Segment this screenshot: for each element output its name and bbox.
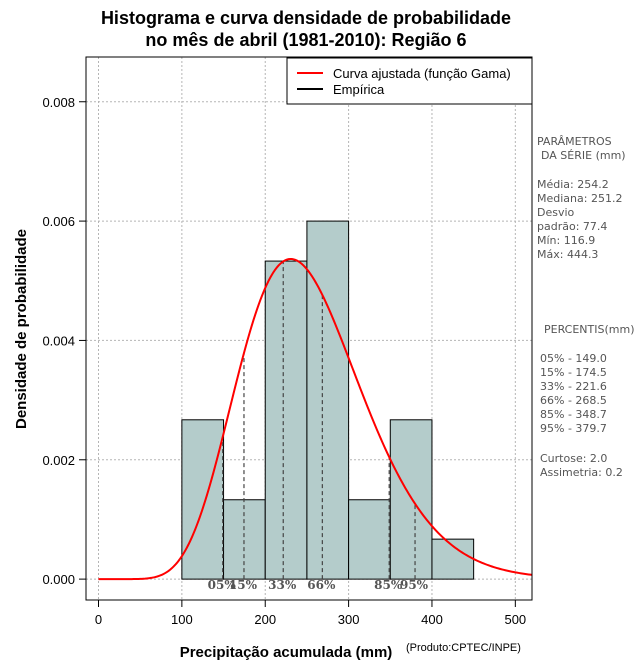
percentile-label: 15% <box>229 578 258 592</box>
stat-max: Máx: 444.3 <box>537 248 598 261</box>
percentile-label: 95% <box>400 578 429 592</box>
legend-empirical-label: Empírica <box>333 82 385 97</box>
percentile-label: 66% <box>307 578 336 592</box>
chart-title-line-2: no mês de abril (1981-2010): Região 6 <box>145 30 466 50</box>
product-credit: (Produto:CPTEC/INPE) <box>406 642 521 654</box>
x-axis: 0 100 200 300 400 500 <box>95 599 526 627</box>
y-tick-label: 0.002 <box>42 453 75 468</box>
x-tick-label: 100 <box>171 612 193 627</box>
percentile-labels: 05%15% 33% 66% 85%95% <box>208 578 429 592</box>
percentile-label: 85% <box>374 578 403 592</box>
percentil-33: 33% - 221.6 <box>540 380 607 393</box>
stat-median: Mediana: 251.2 <box>537 192 622 205</box>
x-tick-label: 0 <box>95 612 102 627</box>
histogram-bar <box>181 419 225 580</box>
percentis-title: PERCENTIS(mm) <box>544 323 635 336</box>
y-axis-title: Densidade de probabilidade <box>13 229 30 429</box>
stats-panel: PARÂMETROS DA SÉRIE (mm) Média: 254.2 Me… <box>537 135 635 479</box>
x-tick-label: 300 <box>338 612 360 627</box>
histogram-bar <box>223 499 266 580</box>
legend-box <box>286 57 533 105</box>
legend: Curva ajustada (função Gama) Empírica <box>286 57 533 105</box>
histogram-bars <box>181 220 475 580</box>
stat-mean: Média: 254.2 <box>537 178 609 191</box>
x-axis-title: Precipitação acumulada (mm) <box>180 644 393 660</box>
histogram-bar <box>306 220 350 580</box>
fitted-curve-layer <box>98 257 533 581</box>
histogram-bar <box>264 260 308 580</box>
y-tick-label: 0.000 <box>42 572 75 587</box>
percentile-label: 33% <box>268 578 297 592</box>
x-tick-label: 500 <box>504 612 526 627</box>
stat-kurtosis: Curtose: 2.0 <box>540 452 607 465</box>
y-tick-label: 0.006 <box>42 214 75 229</box>
params-title-1: PARÂMETROS <box>537 135 612 148</box>
histogram-bar <box>348 499 391 580</box>
stat-min: Mín: 116.9 <box>537 234 595 247</box>
percentil-95: 95% - 379.7 <box>540 422 607 435</box>
chart-title-line-1: Histograma e curva densidade de probabil… <box>101 8 511 28</box>
percentil-15: 15% - 174.5 <box>540 366 607 379</box>
y-axis: 0.000 0.002 0.004 0.006 0.008 <box>42 95 86 587</box>
percentile-label: 05% <box>208 578 237 592</box>
percentil-05: 05% - 149.0 <box>540 352 607 365</box>
legend-fitted-label: Curva ajustada (função Gama) <box>333 66 511 81</box>
histogram-bar <box>431 538 475 580</box>
x-tick-label: 200 <box>254 612 276 627</box>
params-title-2: DA SÉRIE (mm) <box>541 149 626 162</box>
x-tick-label: 400 <box>421 612 443 627</box>
fitted-gamma-curve <box>98 257 533 581</box>
y-tick-label: 0.004 <box>42 333 75 348</box>
percentile-lines <box>222 261 416 580</box>
stat-sd-label: Desvio <box>537 206 575 219</box>
percentil-66: 66% - 268.5 <box>540 394 607 407</box>
stat-sd: padrão: 77.4 <box>537 220 607 233</box>
percentil-85: 85% - 348.7 <box>540 408 607 421</box>
y-tick-label: 0.008 <box>42 95 75 110</box>
stat-skewness: Assimetria: 0.2 <box>540 466 623 479</box>
